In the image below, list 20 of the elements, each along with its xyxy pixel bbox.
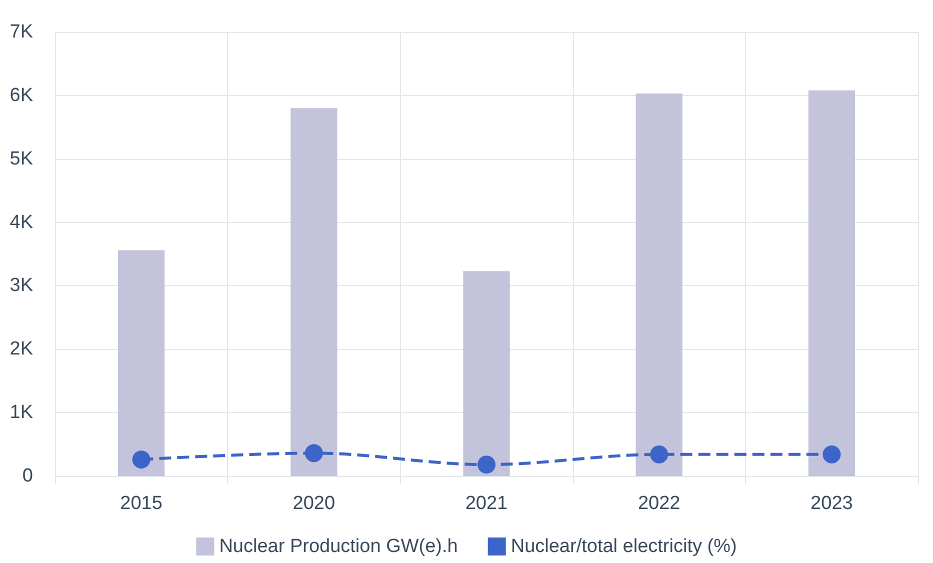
y-tick-label: 4K — [10, 212, 34, 233]
x-tick-label: 2021 — [465, 493, 508, 514]
legend-label: Nuclear Production GW(e).h — [219, 536, 458, 557]
x-tick-label: 2022 — [638, 493, 680, 514]
y-tick-label: 2K — [10, 338, 34, 360]
y-tick-label: 7K — [10, 22, 34, 42]
y-tick-label: 6K — [10, 84, 34, 106]
bar — [808, 90, 855, 476]
bar — [463, 271, 510, 476]
y-tick-label: 3K — [10, 275, 34, 296]
legend-label: Nuclear/total electricity (%) — [510, 536, 737, 557]
x-tick-label: 2023 — [810, 493, 853, 514]
bar — [290, 108, 338, 476]
bar — [118, 250, 165, 476]
y-tick-label: 5K — [10, 148, 34, 170]
x-tick-label: 2020 — [292, 493, 336, 514]
x-tick-label: 2015 — [120, 493, 162, 514]
y-tick-label: 1K — [10, 402, 34, 424]
y-tick-label: 0 — [22, 466, 33, 486]
bar — [636, 94, 682, 476]
